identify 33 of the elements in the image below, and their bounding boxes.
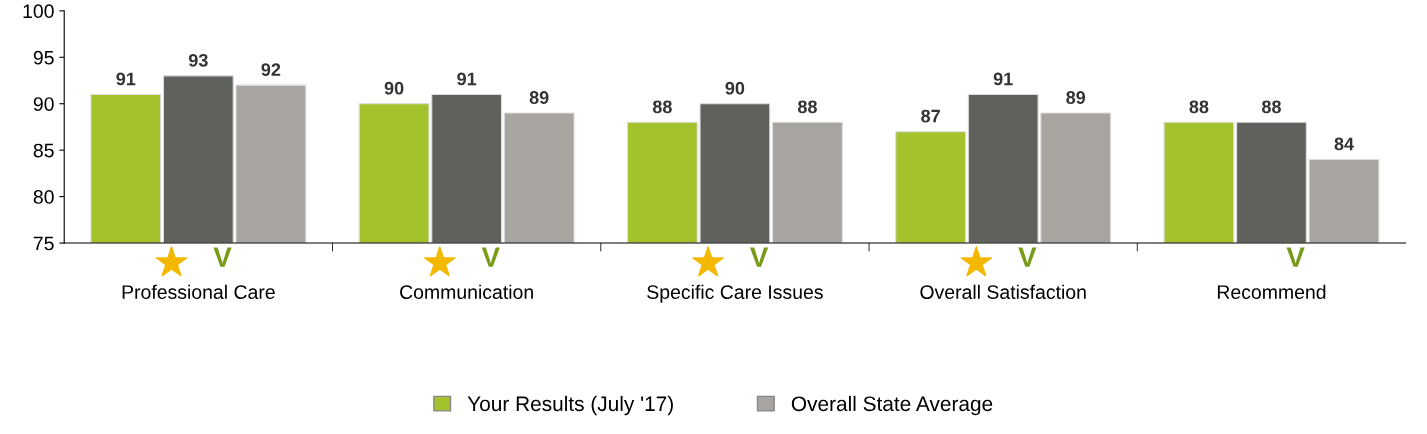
y-tick-label: 95 [33, 50, 54, 65]
x-tick-label: Recommend [1217, 284, 1326, 299]
data-label: 90 [725, 81, 745, 95]
data-label: 91 [993, 72, 1013, 86]
y-tick-label: 100 [23, 4, 54, 19]
y-tick-label: 85 [33, 143, 54, 158]
text: V [1018, 247, 1037, 267]
data-label: 93 [188, 53, 208, 67]
x-tick-label: Specific Care Issues [647, 284, 823, 303]
data-label: 90 [384, 81, 404, 95]
legend-label: Your Results (July '17) [467, 395, 673, 416]
data-label: 84 [1334, 137, 1354, 151]
text: V [749, 247, 769, 267]
data-label: 88 [652, 100, 672, 114]
data-label: 89 [1066, 91, 1086, 104]
data-label: 88 [1189, 100, 1209, 114]
legend-label: Overall State Average [791, 395, 993, 416]
y-tick-label: 90 [33, 97, 54, 111]
text: V [213, 247, 232, 267]
text: V [481, 247, 500, 267]
data-label: 88 [1261, 100, 1281, 114]
x-tick-label: Overall Satisfaction [920, 284, 1086, 299]
data-label: 88 [797, 100, 817, 114]
data-label: 89 [529, 91, 549, 104]
data-label: 87 [921, 109, 940, 123]
x-tick-label: Professional Care [122, 284, 275, 299]
data-label: 91 [457, 72, 477, 86]
data-label: 91 [116, 72, 136, 86]
y-tick-label: 80 [33, 190, 54, 204]
data-label: 92 [261, 63, 281, 77]
x-tick-label: Communication [400, 284, 533, 299]
y-tick-label: 75 [33, 236, 54, 251]
text: V [1286, 247, 1305, 267]
